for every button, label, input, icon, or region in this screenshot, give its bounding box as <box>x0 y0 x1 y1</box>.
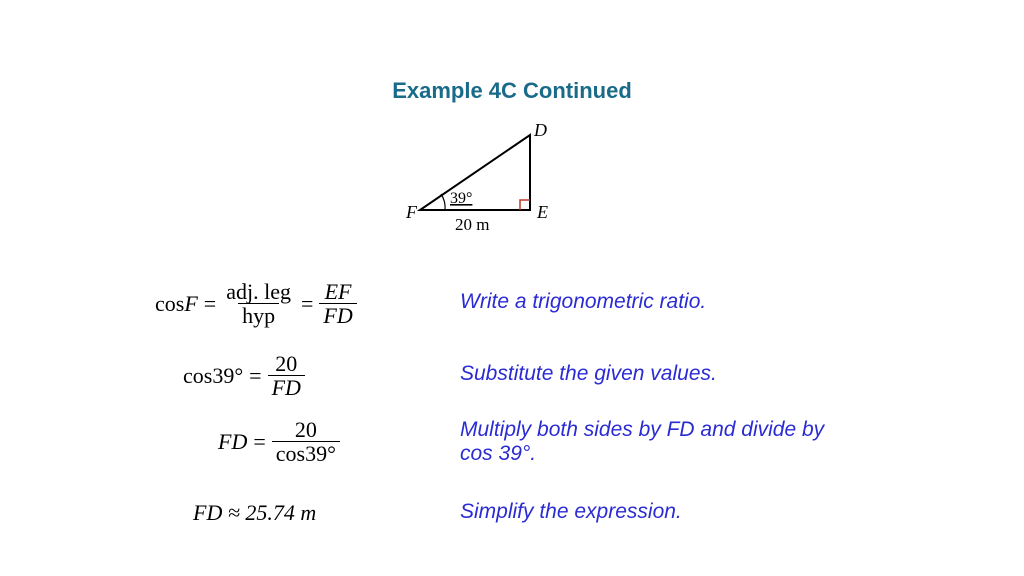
vertex-d-label: D <box>533 120 547 140</box>
cos-func: cos <box>155 291 184 316</box>
vertex-f-label: F <box>405 202 418 222</box>
step-3-math: FD = 20 cos39° <box>218 418 340 465</box>
result-text: FD ≈ 25.74 m <box>193 500 316 526</box>
triangle-diagram: D E F 39° 20 m <box>400 120 580 240</box>
triangle-shape <box>420 135 530 210</box>
step-4-explanation: Simplify the expression. <box>460 500 682 524</box>
frac-den: FD <box>268 375 305 399</box>
step-1-math: cosF = adj. leghyp = EFFD <box>155 280 357 327</box>
frac-num: 20 <box>271 352 301 375</box>
cos-arg: 39° <box>212 363 243 388</box>
frac-num: adj. leg <box>222 280 295 303</box>
base-length: 20 m <box>455 215 489 234</box>
vertex-e-label: E <box>536 202 548 222</box>
step-4-math: FD ≈ 25.74 m <box>193 500 316 526</box>
frac-num: 20 <box>291 418 321 441</box>
right-angle-marker <box>520 200 530 210</box>
step-3-explanation: Multiply both sides by FD and divide by … <box>460 418 860 466</box>
step-2-math: cos39° = 20FD <box>183 352 305 399</box>
angle-value: 39° <box>450 190 472 207</box>
step-1-explanation: Write a trigonometric ratio. <box>460 290 706 314</box>
step-2-explanation: Substitute the given values. <box>460 362 717 386</box>
lhs-var: FD <box>218 429 247 455</box>
cos-func: cos <box>276 441 305 466</box>
frac-num: EF <box>321 280 356 303</box>
frac-den: FD <box>319 303 356 327</box>
cos-arg: 39° <box>305 441 336 466</box>
page-title: Example 4C Continued <box>0 78 1024 104</box>
cos-func: cos <box>183 363 212 388</box>
cos-arg: F <box>184 291 197 316</box>
frac-den: hyp <box>238 303 279 327</box>
